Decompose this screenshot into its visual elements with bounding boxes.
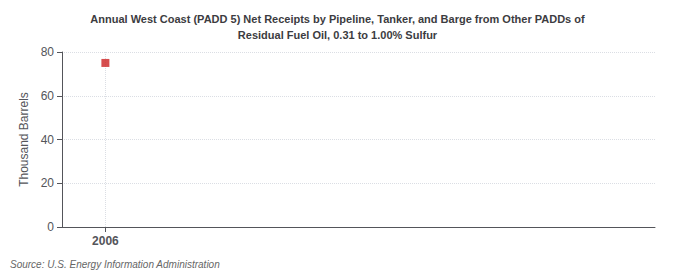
svg-text:60: 60 [41, 89, 55, 103]
svg-text:0: 0 [47, 220, 54, 234]
svg-text:Annual West Coast (PADD 5) Net: Annual West Coast (PADD 5) Net Receipts … [90, 13, 585, 25]
svg-text:Residual Fuel Oil, 0.31 to 1.0: Residual Fuel Oil, 0.31 to 1.00% Sulfur [238, 29, 438, 41]
svg-text:Source: U.S. Energy Informatio: Source: U.S. Energy Information Administ… [10, 259, 220, 270]
svg-text:20: 20 [41, 176, 55, 190]
svg-text:40: 40 [41, 133, 55, 147]
svg-text:2006: 2006 [92, 234, 119, 248]
svg-text:Thousand Barrels: Thousand Barrels [17, 92, 31, 187]
svg-text:80: 80 [41, 45, 55, 59]
